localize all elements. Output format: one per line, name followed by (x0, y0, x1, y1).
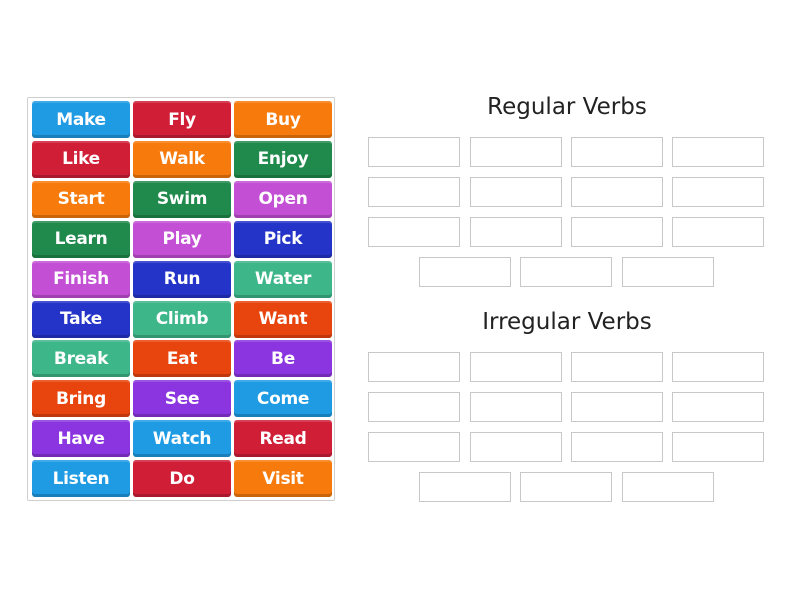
word-tile-climb[interactable]: Climb (133, 300, 231, 338)
group-title-regular-verbs: Regular Verbs (487, 94, 647, 120)
word-tile-play[interactable]: Play (133, 220, 231, 258)
drop-slot-irregular[interactable] (672, 432, 764, 462)
drop-slot-irregular[interactable] (571, 432, 663, 462)
word-tile-eat[interactable]: Eat (133, 340, 231, 378)
drop-slot-irregular[interactable] (622, 472, 714, 502)
word-tile-see[interactable]: See (133, 380, 231, 418)
drop-slot-regular[interactable] (571, 137, 663, 167)
word-tile-fly[interactable]: Fly (133, 101, 231, 138)
drop-slot-regular[interactable] (622, 257, 714, 287)
word-tile-run[interactable]: Run (133, 260, 231, 298)
drop-slot-irregular[interactable] (571, 352, 663, 382)
drop-slot-irregular[interactable] (470, 432, 562, 462)
word-tile-walk[interactable]: Walk (133, 140, 231, 178)
drop-slot-regular[interactable] (368, 177, 460, 207)
drop-slot-irregular[interactable] (571, 392, 663, 422)
drop-slot-regular[interactable] (470, 217, 562, 247)
word-tile-like[interactable]: Like (32, 140, 130, 178)
word-tile-listen[interactable]: Listen (32, 460, 130, 498)
word-tile-want[interactable]: Want (234, 300, 332, 338)
drop-slot-irregular[interactable] (419, 472, 511, 502)
word-tile-take[interactable]: Take (32, 300, 130, 338)
drop-slot-regular[interactable] (419, 257, 511, 287)
word-tile-make[interactable]: Make (32, 101, 130, 138)
word-tile-bring[interactable]: Bring (32, 380, 130, 418)
drop-slot-regular[interactable] (368, 137, 460, 167)
drop-slot-regular[interactable] (470, 177, 562, 207)
drop-slot-regular[interactable] (571, 217, 663, 247)
drop-slot-regular[interactable] (672, 177, 764, 207)
word-tile-water[interactable]: Water (234, 260, 332, 298)
word-tile-visit[interactable]: Visit (234, 460, 332, 498)
drop-slot-regular[interactable] (672, 217, 764, 247)
drop-slot-irregular[interactable] (470, 392, 562, 422)
word-tile-finish[interactable]: Finish (32, 260, 130, 298)
word-tile-pick[interactable]: Pick (234, 220, 332, 258)
drop-slot-irregular[interactable] (368, 352, 460, 382)
word-tile-come[interactable]: Come (234, 380, 332, 418)
group-title-irregular-verbs: Irregular Verbs (482, 309, 652, 335)
word-tile-enjoy[interactable]: Enjoy (234, 140, 332, 178)
drop-slot-irregular[interactable] (520, 472, 612, 502)
word-tile-swim[interactable]: Swim (133, 180, 231, 218)
word-tile-buy[interactable]: Buy (234, 101, 332, 138)
word-tile-watch[interactable]: Watch (133, 420, 231, 458)
word-tile-break[interactable]: Break (32, 340, 130, 378)
drop-slot-regular[interactable] (672, 137, 764, 167)
drop-slot-regular[interactable] (368, 217, 460, 247)
word-tile-open[interactable]: Open (234, 180, 332, 218)
word-tile-learn[interactable]: Learn (32, 220, 130, 258)
drop-slot-irregular[interactable] (672, 392, 764, 422)
tiles-panel (27, 97, 335, 501)
drop-slot-irregular[interactable] (672, 352, 764, 382)
drop-slot-regular[interactable] (520, 257, 612, 287)
word-tile-do[interactable]: Do (133, 460, 231, 498)
word-tile-start[interactable]: Start (32, 180, 130, 218)
drop-slot-irregular[interactable] (368, 392, 460, 422)
drop-slot-regular[interactable] (470, 137, 562, 167)
drop-slot-regular[interactable] (571, 177, 663, 207)
word-tile-be[interactable]: Be (234, 340, 332, 378)
word-tile-have[interactable]: Have (32, 420, 130, 458)
drop-slot-irregular[interactable] (470, 352, 562, 382)
drop-slot-irregular[interactable] (368, 432, 460, 462)
word-tile-read[interactable]: Read (234, 420, 332, 458)
